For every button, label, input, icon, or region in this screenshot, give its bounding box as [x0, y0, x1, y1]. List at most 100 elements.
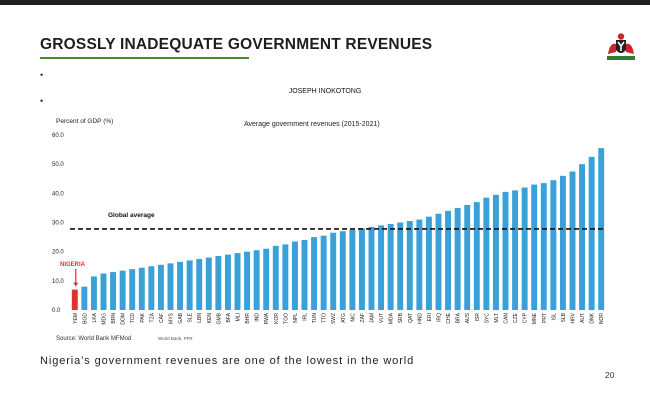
- x-tick-label: GMB: [216, 312, 222, 324]
- bar-kor: [272, 245, 279, 310]
- bar-swz: [330, 232, 337, 310]
- bar-tto: [320, 235, 327, 311]
- x-tick-label: QAT: [408, 313, 414, 323]
- y-tick-label: 60.0: [52, 133, 64, 139]
- x-tick-label: IRQ: [437, 313, 443, 322]
- bar-aut: [579, 164, 586, 310]
- bar-rwa: [263, 248, 270, 310]
- x-tick-label: IND: [255, 313, 261, 322]
- x-tick-label: DOM: [121, 313, 127, 325]
- bar-vut: [378, 225, 385, 310]
- y-tick-label: 30.0: [52, 221, 64, 227]
- bar-mys: [167, 263, 174, 310]
- bar-mda: [387, 223, 394, 310]
- x-tick-label: MNE: [532, 312, 538, 324]
- x-tick-label: NPL: [293, 313, 299, 323]
- bar-hnd: [416, 219, 423, 310]
- x-tick-label: TCD: [130, 313, 136, 324]
- x-tick-label: AUT: [580, 313, 586, 323]
- y-axis-label: Percent of GDP (%): [56, 118, 113, 125]
- bar-irl: [301, 240, 308, 310]
- chart-title: Average government revenues (2015-2021): [244, 121, 380, 128]
- bar-brn: [110, 272, 117, 310]
- nigeria-arrowhead: [73, 282, 79, 287]
- bar-tza: [148, 266, 155, 310]
- bar-mli: [234, 253, 241, 311]
- x-tick-label: RWA: [264, 312, 270, 324]
- x-tick-label: CAF: [159, 313, 165, 323]
- bar-eri: [425, 216, 432, 310]
- top-bar: [0, 0, 650, 5]
- x-tick-label: BGD: [82, 313, 88, 324]
- bar-npl: [291, 241, 298, 310]
- bar-hrv: [569, 171, 576, 310]
- y-tick-label: 40.0: [52, 191, 64, 197]
- slide-title: GROSSLY INADEQUATE GOVERNMENT REVENUES: [40, 36, 433, 53]
- x-tick-label: CAN: [504, 313, 510, 324]
- x-tick-label: LKA: [92, 312, 98, 322]
- x-tick-label: VUT: [379, 313, 385, 323]
- bar-tgo: [282, 244, 289, 311]
- bar-bfa: [224, 254, 231, 310]
- x-tick-label: BRN: [111, 313, 117, 324]
- x-tick-label: BHR: [245, 313, 251, 324]
- chart-source: Source: World Bank MFMod: [56, 336, 131, 342]
- x-tick-label: TGO: [283, 313, 289, 324]
- x-tick-label: ISR: [475, 313, 481, 322]
- bar-tun: [311, 237, 318, 310]
- x-tick-label: SWZ: [331, 313, 337, 324]
- x-tick-label: SLB: [561, 312, 567, 322]
- bar-irq: [435, 213, 442, 310]
- bar-zaf: [358, 228, 365, 310]
- x-tick-label: LBN: [197, 313, 203, 323]
- x-tick-label: SYC: [484, 313, 490, 324]
- x-tick-label: PRT: [542, 313, 548, 323]
- y-tick-label: 0.0: [52, 308, 61, 314]
- x-tick-label: IRL: [303, 313, 309, 321]
- bar-ken: [205, 257, 212, 310]
- bar-lka: [90, 276, 97, 310]
- bar-syc: [483, 197, 490, 310]
- bar-dnk: [588, 156, 595, 311]
- x-tick-label: AUS: [465, 312, 471, 323]
- x-tick-label: PAK: [140, 312, 146, 322]
- x-tick-label: NIC: [350, 313, 356, 322]
- bar-yem: [71, 289, 78, 310]
- x-tick-label: TTO: [322, 313, 328, 323]
- x-tick-label: TUN: [312, 313, 318, 324]
- bar-gmb: [215, 256, 222, 310]
- x-tick-label: MDA: [389, 312, 395, 324]
- bar-prt: [540, 183, 547, 311]
- page-number: 20: [605, 370, 615, 380]
- coat-of-arms-icon: [607, 33, 635, 60]
- bar-tcd: [129, 269, 136, 310]
- x-tick-label: BRA: [456, 312, 462, 323]
- bar-bra: [454, 207, 461, 310]
- x-tick-label: MYS: [169, 312, 175, 324]
- bar-cyp: [521, 187, 528, 310]
- x-tick-label: GAB: [178, 312, 184, 323]
- x-tick-label: ATG: [341, 313, 347, 323]
- x-tick-label: YEM: [73, 313, 79, 324]
- bar-nic: [349, 229, 356, 310]
- bar-can: [502, 191, 509, 310]
- bar-pak: [138, 267, 145, 310]
- bar-srb: [397, 222, 404, 310]
- author-name: JOSEPH INOKOTONG: [288, 88, 362, 95]
- bar-slb: [559, 175, 566, 310]
- bar-caf: [157, 264, 164, 310]
- x-tick-label: MLT: [494, 313, 500, 323]
- bar-gab: [177, 261, 184, 311]
- x-tick-label: ZAF: [360, 313, 366, 322]
- bar-cze: [512, 190, 519, 310]
- chart-source-extra: World Bank, PFR: [158, 336, 193, 341]
- slide-caption: Nigeria’s government revenues are one of…: [40, 355, 415, 367]
- bar-bhr: [244, 251, 251, 310]
- x-tick-label: CZE: [513, 312, 519, 323]
- y-tick-label: 20.0: [52, 250, 64, 256]
- bar-lbn: [196, 258, 203, 310]
- x-tick-label: HRV: [571, 312, 577, 323]
- x-tick-label: BFA: [226, 312, 232, 322]
- bar-qat: [406, 221, 413, 310]
- x-tick-label: TZA: [149, 312, 155, 322]
